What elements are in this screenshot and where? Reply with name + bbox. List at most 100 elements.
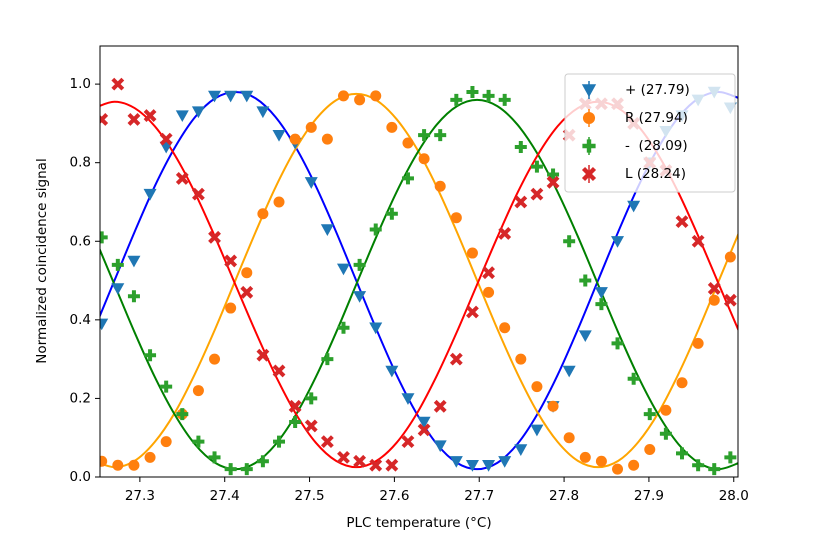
marker-triangle (191, 106, 205, 119)
marker-plus (111, 258, 124, 271)
marker-circle (192, 385, 204, 397)
marker-plus (434, 129, 447, 142)
marker-circle (305, 121, 317, 133)
legend: + (27.79) R (27.94) - (28.09) L (28.24) (564, 73, 736, 193)
marker-triangle (482, 460, 496, 472)
marker-triangle (401, 393, 415, 405)
y-tick-label: 0.6 (70, 233, 91, 249)
marker-plus (659, 427, 672, 440)
marker-plus (547, 168, 560, 181)
marker-plus (273, 435, 286, 448)
marker-circle (418, 153, 430, 165)
y-tick-label: 1.0 (70, 76, 91, 92)
marker-triangle (465, 460, 479, 472)
marker-plus (708, 463, 721, 476)
marker-x (707, 281, 721, 295)
marker-plus (305, 392, 318, 405)
legend-label: - (28.09) (625, 138, 688, 154)
marker-plus (192, 435, 205, 448)
x-tick-label: 27.9 (634, 488, 664, 504)
marker-circle (386, 121, 398, 133)
y-tick-label: 0.2 (70, 390, 91, 406)
marker-x (143, 109, 157, 122)
legend-label: L (28.24) (625, 166, 686, 182)
marker-x (111, 77, 125, 91)
y-tick-label: 0.8 (70, 155, 91, 171)
marker-x (581, 166, 597, 182)
marker-plus (724, 451, 737, 464)
x-axis-label: PLC temperature (°C) (346, 515, 491, 531)
marker-circle (595, 455, 607, 467)
marker-triangle (353, 291, 367, 303)
marker-plus (160, 380, 173, 393)
marker-plus (224, 463, 237, 476)
marker-circle (402, 137, 414, 149)
x-tick-label: 27.5 (295, 488, 325, 504)
marker-plus (240, 463, 253, 476)
marker-circle (483, 286, 495, 298)
axes-frame (99, 45, 739, 478)
marker-plus (289, 415, 302, 428)
marker-x (192, 187, 205, 201)
x-tick-label: 28.0 (719, 488, 749, 504)
marker-x (272, 364, 286, 378)
marker-x (498, 226, 512, 240)
marker-circle (612, 463, 624, 475)
marker-circle (112, 459, 124, 471)
marker-circle (515, 353, 527, 365)
y-axis-label: Normalized coincidence signal (34, 158, 50, 363)
marker-circle (370, 90, 382, 102)
marker-circle (582, 111, 596, 125)
marker-triangle (240, 90, 254, 103)
marker-triangle (385, 365, 399, 378)
marker-circle (273, 196, 285, 208)
marker-plus (369, 223, 382, 236)
marker-x (369, 458, 383, 472)
marker-circle (144, 451, 156, 463)
legend-label: + (27.79) (625, 82, 690, 98)
marker-circle (676, 377, 688, 389)
marker-circle (321, 133, 333, 145)
marker-plus (256, 455, 269, 468)
marker-circle (337, 90, 349, 102)
marker-plus (579, 274, 592, 287)
marker-plus (676, 447, 689, 460)
marker-plus (466, 85, 479, 98)
marker-x (320, 435, 334, 449)
marker-triangle (627, 200, 641, 213)
y-tick-label: 0.4 (70, 312, 91, 328)
marker-circle (708, 294, 720, 306)
marker-x (127, 113, 141, 126)
marker-x (159, 132, 173, 146)
marker-circle (628, 459, 640, 471)
x-tick-label: 27.6 (379, 488, 409, 504)
marker-x (466, 305, 479, 319)
marker-x (401, 435, 415, 449)
marker-x (675, 215, 689, 229)
marker-circle (644, 443, 656, 455)
marker-triangle (175, 110, 189, 123)
marker-circle (563, 432, 575, 444)
marker-plus (337, 321, 350, 334)
marker-plus (450, 93, 463, 106)
marker-circle (289, 133, 301, 145)
marker-circle (547, 400, 559, 412)
marker-circle (499, 322, 511, 334)
marker-triangle (111, 283, 125, 295)
marker-x (353, 454, 367, 468)
marker-x (288, 399, 302, 413)
x-tick-label: 27.4 (210, 488, 240, 504)
legend-label: R (27.94) (625, 110, 688, 126)
x-tick-label: 27.7 (464, 488, 494, 504)
marker-plus (353, 258, 366, 271)
marker-triangle (304, 177, 318, 189)
marker-circle (209, 353, 221, 365)
legend-box (564, 73, 736, 193)
marker-triangle (336, 263, 350, 276)
marker-plus (563, 235, 576, 248)
marker-circle (692, 337, 704, 349)
marker-x (723, 293, 737, 307)
marker-plus (498, 93, 511, 106)
marker-x (417, 423, 431, 437)
marker-circle (100, 455, 108, 467)
